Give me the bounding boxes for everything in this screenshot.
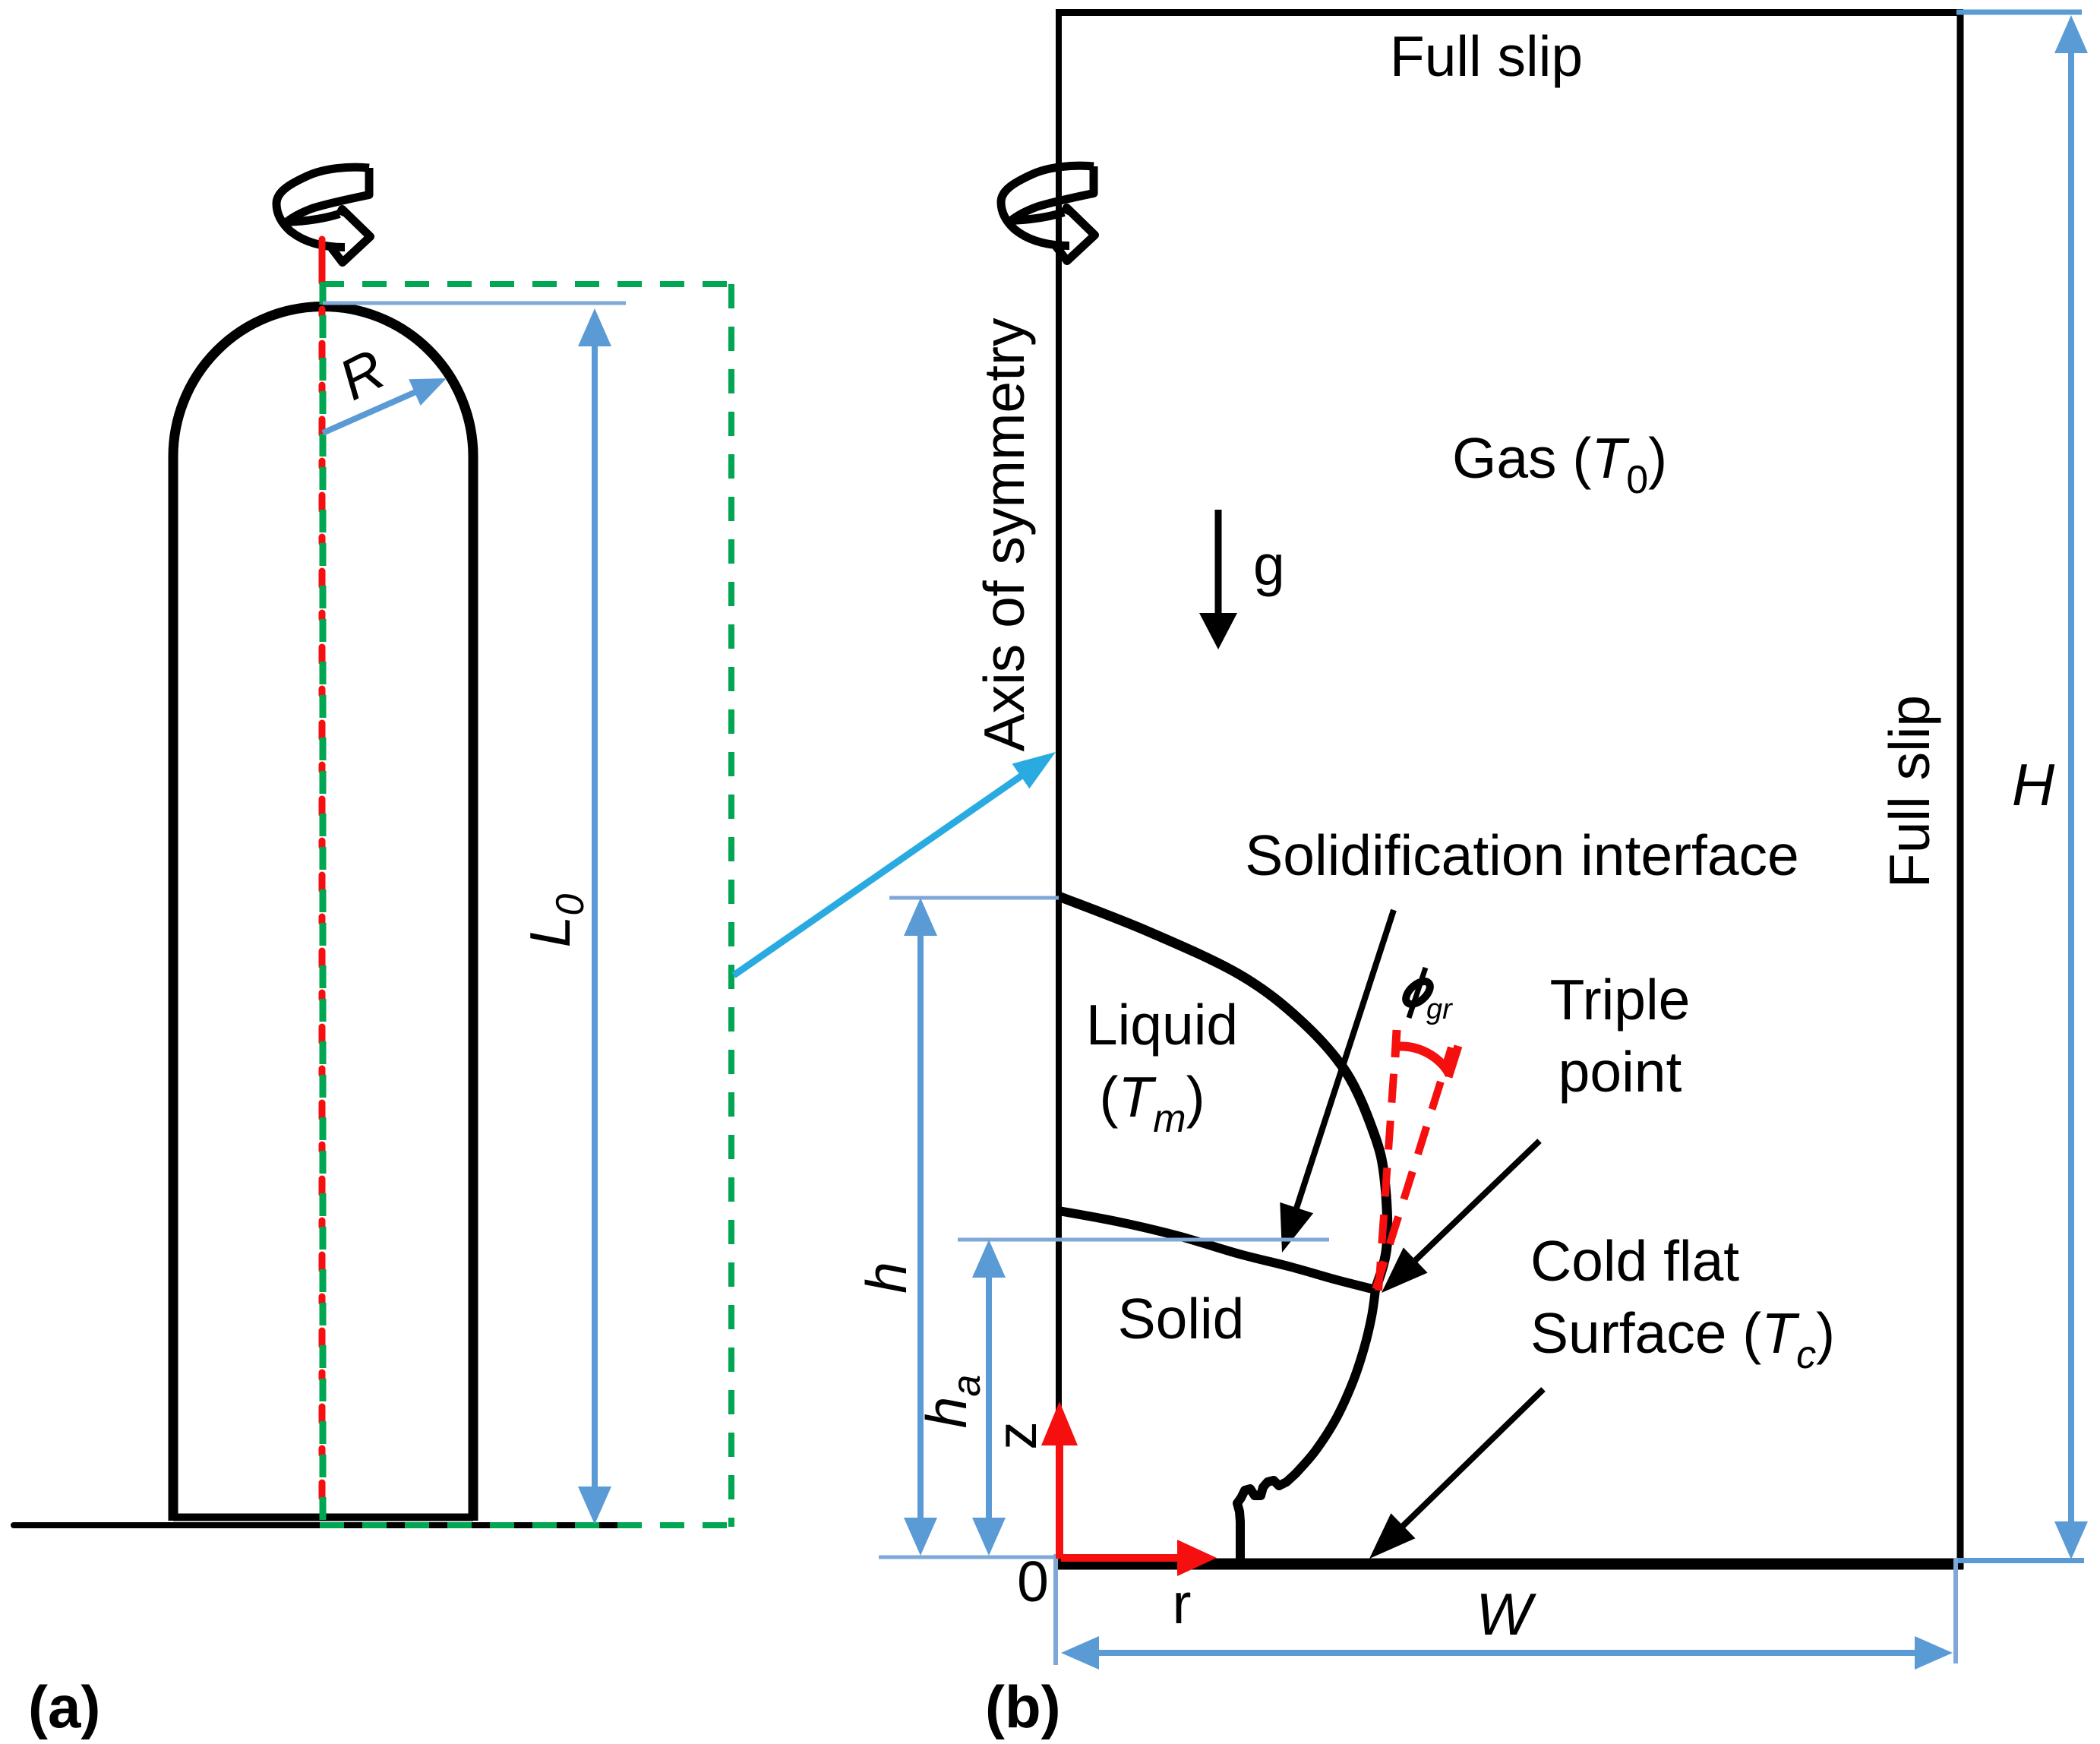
svg-text:h: h xyxy=(854,1262,918,1294)
svg-text:(b): (b) xyxy=(985,1673,1061,1740)
svg-text:z: z xyxy=(984,1421,1048,1450)
svg-text:Cold flat: Cold flat xyxy=(1530,1229,1739,1293)
svg-text:r: r xyxy=(1173,1572,1192,1635)
svg-text:W: W xyxy=(1476,1581,1536,1648)
svg-text:(a): (a) xyxy=(28,1673,100,1740)
svg-text:Full slip: Full slip xyxy=(1390,24,1583,88)
svg-text:Surface (Tc): Surface (Tc) xyxy=(1530,1301,1835,1377)
svg-text:point: point xyxy=(1558,1040,1682,1104)
svg-text:Axis of symmetry: Axis of symmetry xyxy=(972,318,1036,751)
svg-text:(Tm): (Tm) xyxy=(1099,1065,1205,1141)
svg-text:gr: gr xyxy=(1426,994,1453,1025)
svg-text:H: H xyxy=(2012,751,2055,818)
svg-text:Triple: Triple xyxy=(1550,968,1691,1032)
svg-text:Solidification interface: Solidification interface xyxy=(1245,823,1799,887)
svg-text:Full slip: Full slip xyxy=(1877,695,1941,888)
svg-text:g: g xyxy=(1253,533,1285,597)
svg-text:Solid: Solid xyxy=(1118,1287,1245,1351)
svg-text:ha: ha xyxy=(914,1375,989,1429)
svg-text:0: 0 xyxy=(1017,1550,1049,1613)
svg-text:Liquid: Liquid xyxy=(1086,993,1238,1057)
